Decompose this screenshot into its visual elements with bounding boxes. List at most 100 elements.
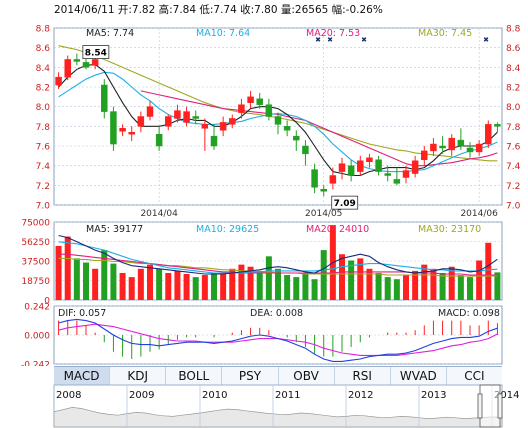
volume-bar-down [83,262,89,300]
tab-boll[interactable]: BOLL [166,367,223,385]
volume-bar-up [357,258,364,300]
candle-down [375,159,382,172]
volume-bar-up [119,272,126,300]
price-axis-tick-left: 8.0 [36,103,51,113]
price-axis-tick-right: 8.0 [506,103,521,113]
price-axis-tick-right: 7.4 [506,162,521,172]
date-label: 2014/05 [305,209,342,219]
timeline-year-label: 2011 [275,390,300,401]
volume-bar-up [366,268,373,300]
candle-down [494,124,501,127]
macd-axis-tick: -0.242 [21,361,50,367]
volume-bar-down [192,277,199,300]
tab-cci[interactable]: CCI [464,369,485,383]
volume-bar-up [92,268,99,300]
event-marker: ✖ [483,36,489,44]
volume-bar-down [265,256,272,300]
vol-ma10-line [58,241,498,274]
volume-bar-down [293,277,300,300]
volume-bar-up [430,268,437,300]
volume-bar-down [393,279,400,300]
timeline-year-label: 2009 [129,390,154,401]
vol-ma5-line [58,234,498,275]
event-marker: ✖ [315,36,321,44]
volume-bar-up [165,272,172,300]
timeline-selection[interactable] [479,384,501,428]
volume-bar-up [137,268,144,300]
timeline-handle-left[interactable] [477,393,483,419]
volume-bar-down [256,270,263,300]
price-axis-tick-left: 7.2 [36,182,50,192]
candle-down [73,59,81,62]
candle-up [183,111,190,123]
event-marker: ✖ [361,36,367,44]
candle-down [155,133,163,147]
volume-axis-tick: 18750 [21,277,50,287]
volume-axis-tick: 37500 [21,258,50,268]
vol-legend-ma10: MA10: 29625 [196,224,259,235]
timeline-year-label: 2014 [494,390,519,401]
volume-bar-up [147,264,153,300]
timeline-profile [53,407,503,428]
candle-down [192,116,199,119]
macd-axis-tick: 0.000 [24,332,50,342]
volume-bar-up [403,275,409,300]
tab-rsi[interactable]: RSI [335,367,391,385]
vol-ma20-line [58,253,498,276]
legend-ma30: MA30: 7.45 [418,28,472,39]
volume-bar-down [439,272,446,300]
legend-ma20: MA20: 7.53 [306,28,360,39]
tab-obv[interactable]: OBV [279,367,335,385]
candle-up [201,124,209,129]
price-axis-tick-right: 7.0 [506,202,521,212]
date-label: 2014/04 [140,209,178,219]
macd-legend-dif: DIF: 0.057 [58,308,106,319]
low-label: 7.09 [334,199,356,209]
legend-ma5: MA5: 7.74 [86,28,134,39]
volume-bar-up [128,277,135,300]
volume-bar-up [174,270,181,300]
volume-bar-up [339,254,345,300]
candle-down [439,145,446,149]
timeline-year-label: 2013 [421,390,446,401]
volume-bar-down [467,277,473,300]
volume-bar-down [320,250,327,300]
tab-psy[interactable]: PSY [222,367,279,385]
price-axis-tick-right: 8.4 [506,64,521,74]
candle-up [411,160,419,174]
timeline-navigator[interactable]: 2008 2009 2010 2011 2012 2013 2014 [0,384,528,428]
candle-down [82,62,90,68]
candle-up [119,128,126,132]
volume-axis-tick: 0 [44,297,50,307]
volume-bar-down [284,275,291,300]
candle-down [274,116,282,125]
volume-bar-up [220,274,227,300]
macd-legend-dea: DEA: 0.008 [250,308,303,319]
candle-up [430,143,437,152]
candle-up [64,59,71,78]
candle-up [91,59,99,66]
volume-bar-up [229,268,236,300]
tab-wvad[interactable]: WVAD [391,367,447,385]
volume-bar-down [494,272,501,300]
price-axis-tick-left: 8.8 [36,25,51,35]
timeline-handle-right[interactable] [497,393,503,419]
timeline-year-label: 2012 [348,390,373,401]
volume-bar-down [311,279,318,300]
volume-bar-up [476,260,483,300]
price-axis-tick-right: 7.8 [506,123,521,133]
high-label: 8.54 [85,49,107,59]
volume-bar-up [183,274,190,300]
tab-kdj[interactable]: KDJ [110,367,167,385]
volume-bar-down [375,272,382,300]
candle-down [101,84,108,112]
volume-bar-down [211,272,217,300]
candle-up [329,175,337,184]
candle-down [283,126,291,131]
price-axis-tick-right: 7.2 [506,182,520,192]
candle-up [366,157,373,162]
candle-up [247,96,254,103]
ma5-line [58,63,498,177]
candle-up [146,106,154,117]
tab-macd[interactable]: MACD [54,367,111,385]
